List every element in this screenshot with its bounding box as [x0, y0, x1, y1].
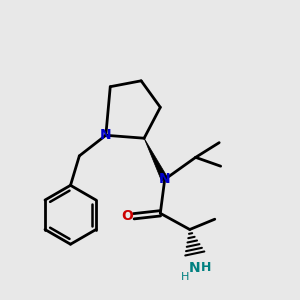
- Text: H: H: [181, 272, 190, 282]
- Polygon shape: [144, 138, 168, 181]
- Text: N: N: [100, 128, 112, 142]
- Text: O: O: [122, 209, 133, 223]
- Text: H: H: [201, 261, 211, 274]
- Text: N: N: [159, 172, 170, 186]
- Text: N: N: [188, 261, 200, 275]
